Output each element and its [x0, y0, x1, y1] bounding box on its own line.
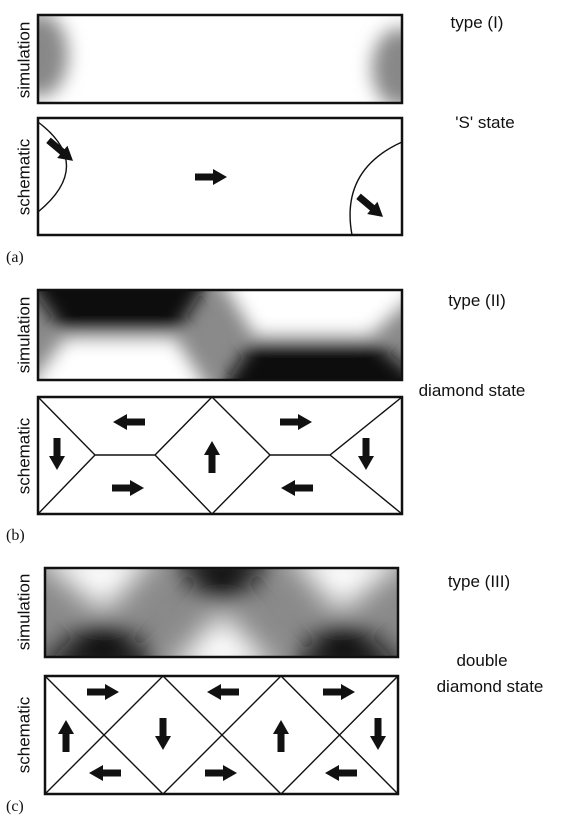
row-label: schematic — [14, 138, 33, 215]
state-label: double — [456, 651, 507, 670]
type-label: type (I) — [451, 13, 504, 32]
arrow — [358, 438, 374, 470]
arrow — [87, 684, 119, 700]
arrow — [325, 765, 357, 781]
arrow — [323, 684, 355, 700]
arrow — [205, 765, 237, 781]
arrow — [204, 441, 220, 473]
arrow — [155, 718, 171, 750]
type-label: type (III) — [448, 572, 510, 591]
arrow — [49, 438, 65, 470]
panel-label: (c) — [6, 798, 24, 815]
type-label: type (II) — [448, 291, 506, 310]
arrow — [195, 169, 227, 185]
arrow — [370, 718, 386, 750]
frame — [38, 397, 402, 514]
row-label: simulation — [14, 22, 33, 99]
panel-label: (b) — [6, 527, 25, 544]
arrow — [353, 190, 388, 223]
state-label: diamond state — [437, 677, 544, 696]
domain-wall — [38, 122, 67, 212]
state-label: diamond state — [419, 381, 526, 400]
arrow — [43, 134, 78, 167]
domain-walls — [38, 397, 402, 514]
arrow — [207, 684, 239, 700]
row-label: simulation — [14, 574, 33, 651]
arrow — [273, 720, 289, 752]
panel-label: (a) — [6, 249, 24, 266]
row-label: schematic — [14, 417, 33, 494]
arrow — [89, 765, 121, 781]
row-label: schematic — [14, 696, 33, 773]
simulation-image — [12, 13, 428, 108]
row-label: simulation — [14, 297, 33, 374]
arrow — [280, 414, 312, 430]
domain-wall — [350, 142, 402, 235]
figure: simulation schematic (a) type (I) 'S' st… — [0, 0, 565, 816]
arrow — [58, 720, 74, 752]
arrow — [112, 480, 144, 496]
arrow — [281, 480, 313, 496]
arrow — [113, 414, 145, 430]
state-label: 'S' state — [455, 113, 514, 132]
